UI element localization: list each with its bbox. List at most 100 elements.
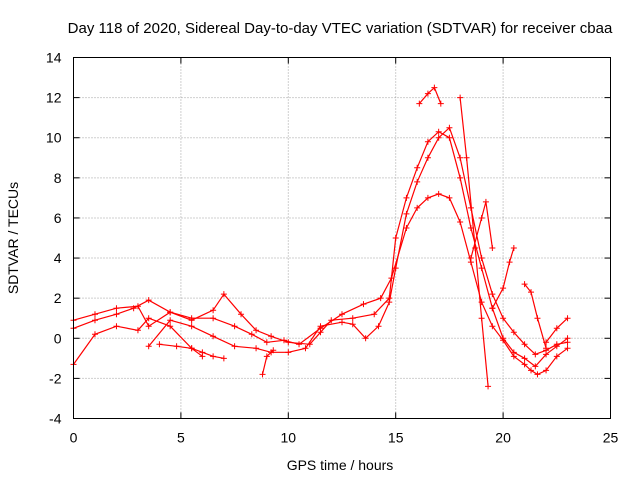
series-sat-9: [467, 198, 496, 262]
data-point: [414, 204, 421, 211]
data-point: [528, 289, 535, 296]
y-axis-label: SDTVAR / TECUs: [5, 182, 21, 294]
series-sat-3: [70, 190, 571, 378]
data-point: [145, 323, 152, 330]
data-point: [506, 259, 513, 266]
data-point: [435, 128, 442, 135]
data-point: [188, 315, 195, 322]
data-point: [188, 323, 195, 330]
series-trace: [470, 201, 493, 259]
data-point: [253, 345, 260, 352]
series-trace: [524, 283, 547, 349]
data-point: [188, 345, 195, 352]
data-point: [263, 339, 270, 346]
data-point: [500, 337, 507, 344]
data-point: [210, 315, 217, 322]
data-point: [248, 331, 255, 338]
data-point: [349, 321, 356, 328]
data-point: [414, 164, 421, 171]
data-point: [253, 327, 260, 334]
data-point: [167, 309, 174, 316]
data-point: [302, 345, 309, 352]
data-point: [371, 311, 378, 318]
data-point: [145, 297, 152, 304]
data-point: [424, 138, 431, 145]
data-point: [510, 353, 517, 360]
data-point: [528, 367, 535, 374]
data-point: [377, 295, 384, 302]
data-point: [437, 100, 444, 107]
data-point: [521, 341, 528, 348]
data-point: [134, 303, 141, 310]
series-sat-8: [457, 94, 492, 390]
series-trace: [261, 349, 274, 375]
data-point: [199, 349, 206, 356]
y-tick-label: -2: [49, 370, 62, 386]
data-point: [210, 333, 217, 340]
data-point: [167, 317, 174, 324]
data-point: [457, 154, 464, 161]
data-point: [339, 319, 345, 326]
data-point: [435, 134, 442, 141]
data-point: [414, 178, 421, 185]
data-point: [510, 245, 517, 252]
y-tick-label: -4: [49, 411, 62, 427]
data-point: [500, 315, 507, 322]
data-point: [564, 339, 571, 346]
data-point: [500, 285, 507, 292]
data-point: [91, 311, 98, 318]
data-point: [467, 255, 474, 262]
x-tick-label: 5: [177, 430, 185, 446]
data-point: [478, 255, 485, 262]
data-point: [543, 339, 550, 346]
data-point: [259, 371, 266, 378]
series-trace: [148, 126, 568, 355]
data-point: [360, 301, 367, 308]
data-point: [145, 343, 152, 350]
series-sat-6: [259, 347, 277, 378]
series-trace: [491, 247, 515, 309]
data-point: [521, 281, 528, 288]
data-point: [478, 315, 485, 322]
series-sat-1: [70, 315, 206, 368]
data-point: [263, 353, 270, 360]
data-point: [446, 194, 453, 201]
data-point: [134, 327, 141, 334]
data-point: [375, 323, 382, 330]
series-trace: [459, 97, 489, 387]
data-point: [424, 194, 431, 201]
data-point: [543, 345, 550, 352]
data-point: [564, 315, 571, 322]
data-point: [167, 323, 174, 330]
data-point: [553, 341, 560, 348]
data-point: [416, 100, 423, 107]
data-point: [210, 307, 217, 314]
y-tick-label: 4: [54, 250, 62, 266]
data-point: [173, 343, 180, 350]
x-tick-label: 10: [281, 430, 297, 446]
data-point: [521, 355, 528, 362]
data-point: [553, 353, 560, 360]
series-trace: [73, 193, 568, 376]
data-point: [392, 235, 399, 241]
data-point: [238, 311, 245, 318]
grid: [73, 57, 611, 419]
data-point: [521, 361, 528, 368]
data-point: [489, 305, 496, 312]
plot-frame: [73, 57, 611, 419]
data-point: [463, 154, 470, 161]
data-point: [543, 367, 550, 374]
data-point: [424, 90, 431, 97]
y-tick-label: 14: [46, 50, 62, 66]
data-point: [386, 299, 393, 306]
data-point: [268, 333, 275, 340]
data-point: [349, 315, 356, 322]
data-point: [564, 345, 571, 352]
data-point: [270, 347, 277, 354]
data-point: [478, 265, 485, 272]
series-sat-4: [145, 124, 571, 358]
data-point: [220, 355, 227, 362]
series-layer: [70, 84, 571, 390]
series-sat-12: [543, 315, 571, 346]
